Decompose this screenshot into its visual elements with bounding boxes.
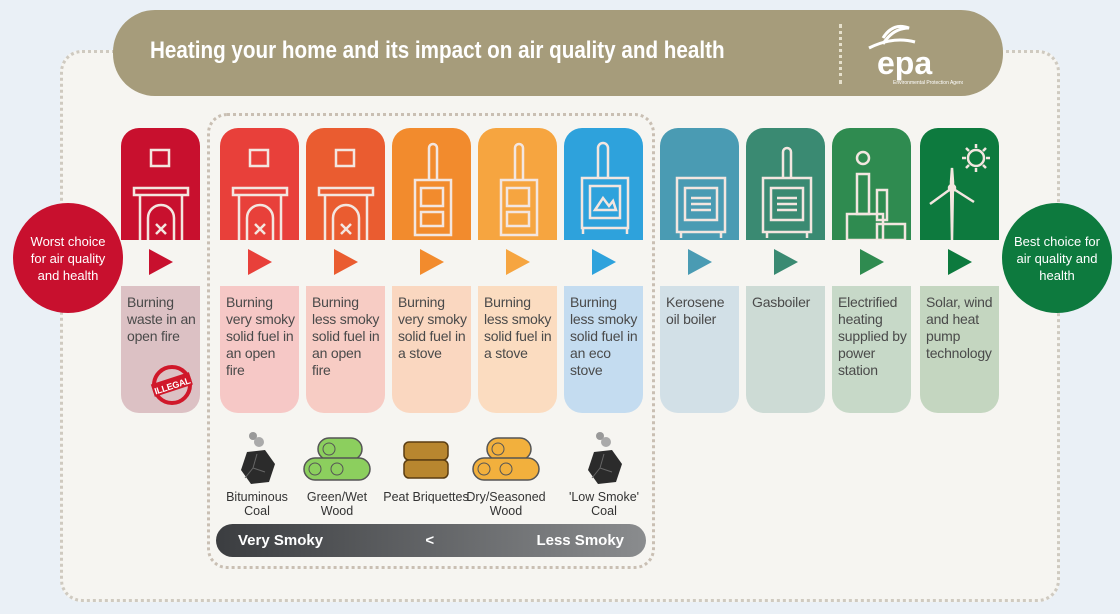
fuel-item: Green/Wet Wood — [292, 430, 382, 518]
gas-boiler-icon — [746, 128, 825, 240]
fuel-label: Bituminous Coal — [226, 490, 288, 518]
worst-label: Worst choice for air quality and health — [30, 233, 106, 283]
option-label-box: Burning very smoky solid fuel in a stove — [392, 286, 471, 413]
fuel-label: Green/Wet Wood — [306, 490, 368, 518]
option-label-box: Kerosene oil boiler — [660, 286, 739, 413]
scale-arrow-icon: < — [425, 532, 435, 549]
option-label: Electrified heating supplied by power st… — [838, 294, 907, 378]
option-label: Burning less smoky solid fuel in an eco … — [570, 294, 638, 378]
title-banner: Heating your home and its impact on air … — [113, 10, 1003, 96]
best-label: Best choice for air quality and health — [1014, 233, 1100, 283]
arrow-right-icon — [832, 240, 911, 284]
option-label-box: Burning waste in an open fire ILLEGAL — [121, 286, 200, 413]
fuel-item: Dry/Seasoned Wood — [461, 430, 551, 518]
arrow-right-icon — [478, 240, 557, 284]
fuel-label: Dry/Seasoned Wood — [466, 490, 546, 518]
logo-subtitle: Environmental Protection Agency — [893, 80, 963, 86]
wind-solar-icon — [920, 128, 999, 240]
stove-icon — [392, 128, 471, 240]
option-label-box: Burning very smoky solid fuel in an open… — [220, 286, 299, 413]
coal-icon — [212, 430, 302, 486]
fuel-label: 'Low Smoke' Coal — [568, 490, 640, 518]
fireplace-icon — [220, 128, 299, 240]
fuel-item: 'Low Smoke' Coal — [559, 430, 649, 518]
arrow-right-icon — [121, 240, 200, 284]
worst-choice-badge: Worst choice for air quality and health — [13, 203, 123, 313]
solid-fuel-group — [207, 113, 655, 569]
arrow-right-icon — [306, 240, 385, 284]
eco-stove-icon — [564, 128, 643, 240]
heating-option: Burning waste in an open fire ILLEGAL — [121, 128, 200, 413]
logs-icon — [292, 430, 382, 486]
divider — [839, 24, 842, 84]
heating-option: Burning less smoky solid fuel in an eco … — [564, 128, 643, 413]
arrow-right-icon — [392, 240, 471, 284]
option-label: Burning waste in an open fire — [127, 294, 196, 344]
oil-boiler-icon — [660, 128, 739, 240]
arrow-right-icon — [564, 240, 643, 284]
option-label: Burning less smoky solid fuel in an open… — [312, 294, 380, 378]
heating-option: Burning less smoky solid fuel in an open… — [306, 128, 385, 413]
option-label-box: Gasboiler — [746, 286, 825, 413]
heating-option: Burning less smoky solid fuel in a stove — [478, 128, 557, 413]
option-label-box: Solar, wind and heat pump technology — [920, 286, 999, 413]
arrow-right-icon — [220, 240, 299, 284]
fireplace-icon — [306, 128, 385, 240]
page-title: Heating your home and its impact on air … — [150, 37, 725, 64]
scale-left-label: Very Smoky — [238, 532, 324, 549]
heating-option: Burning very smoky solid fuel in a stove — [392, 128, 471, 413]
option-label: Solar, wind and heat pump technology — [926, 294, 993, 361]
heating-option: Kerosene oil boiler — [660, 128, 739, 413]
illegal-stamp: ILLEGAL — [150, 365, 193, 405]
scale-right-label: Less Smoky — [536, 532, 624, 549]
smokiness-scale: Very Smoky < Less Smoky — [216, 524, 646, 557]
fireplace-waste-icon — [121, 128, 200, 240]
option-label-box: Burning less smoky solid fuel in a stove — [478, 286, 557, 413]
option-label: Kerosene oil boiler — [666, 294, 725, 327]
option-label-box: Electrified heating supplied by power st… — [832, 286, 911, 413]
option-label: Burning very smoky solid fuel in an open… — [226, 294, 295, 378]
briquettes-icon — [381, 430, 471, 486]
heating-option: Electrified heating supplied by power st… — [832, 128, 911, 413]
best-choice-badge: Best choice for air quality and health — [1002, 203, 1112, 313]
logo-text: epa — [877, 45, 932, 81]
fuel-item: Bituminous Coal — [212, 430, 302, 518]
heating-option: Solar, wind and heat pump technology — [920, 128, 999, 413]
coal-icon — [559, 430, 649, 486]
option-label-box: Burning less smoky solid fuel in an open… — [306, 286, 385, 413]
arrow-right-icon — [746, 240, 825, 284]
option-label: Burning very smoky solid fuel in a stove — [398, 294, 467, 361]
arrow-right-icon — [660, 240, 739, 284]
heating-option: Gasboiler — [746, 128, 825, 413]
power-station-icon — [832, 128, 911, 240]
fuel-item: Peat Briquettes — [381, 430, 471, 504]
epa-logo: epa Environmental Protection Agency — [868, 24, 963, 86]
fuel-label: Peat Briquettes — [383, 490, 469, 504]
option-label: Burning less smoky solid fuel in a stove — [484, 294, 552, 361]
logs-icon — [461, 430, 551, 486]
option-label-box: Burning less smoky solid fuel in an eco … — [564, 286, 643, 413]
arrow-right-icon — [920, 240, 999, 284]
heating-option: Burning very smoky solid fuel in an open… — [220, 128, 299, 413]
option-label: Gasboiler — [752, 294, 811, 310]
stove-icon — [478, 128, 557, 240]
